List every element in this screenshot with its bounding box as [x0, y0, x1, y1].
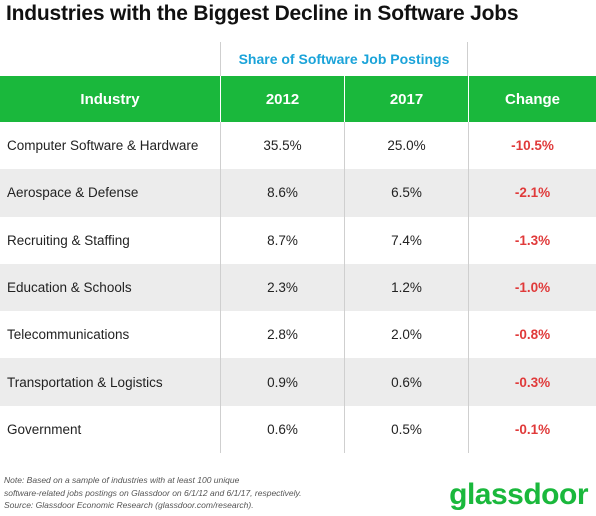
industry-cell: Transportation & Logistics: [7, 374, 163, 390]
page-title: Industries with the Biggest Decline in S…: [6, 2, 519, 25]
change-cell: -0.1%: [468, 405, 596, 454]
industry-cell: Aerospace & Defense: [7, 185, 139, 201]
share-2017-cell: 1.2%: [344, 263, 468, 312]
table-row: Transportation & Logistics 0.9% 0.6% -0.…: [0, 358, 596, 406]
share-2012-cell: 2.8%: [220, 311, 344, 359]
change-cell: -1.0%: [468, 263, 596, 312]
industry-cell: Recruiting & Staffing: [7, 232, 130, 248]
column-header-2017: 2017: [344, 76, 468, 122]
column-header-industry: Industry: [80, 90, 140, 108]
change-value: -1.0%: [514, 280, 551, 296]
share-2017-cell: 25.0%: [344, 122, 468, 170]
table-row: Government 0.6% 0.5% -0.1%: [0, 405, 596, 454]
change-cell: -0.8%: [468, 311, 596, 359]
table-row: Recruiting & Staffing 8.7% 7.4% -1.3%: [0, 216, 596, 264]
change-value: -0.1%: [514, 421, 551, 437]
table-row: Education & Schools 2.3% 1.2% -1.0%: [0, 263, 596, 312]
share-2017-cell: 0.5%: [344, 405, 468, 454]
table-row: Telecommunications 2.8% 2.0% -0.8%: [0, 311, 596, 359]
footnote-line: Note: Based on a sample of industries wi…: [4, 475, 240, 485]
change-value: -0.8%: [514, 327, 551, 343]
share-of-postings-header: Share of Software Job Postings: [220, 42, 468, 76]
footnote-line: software-related jobs postings on Glassd…: [4, 487, 302, 498]
industry-cell: Computer Software & Hardware: [7, 138, 199, 154]
footnote-line: Source: Glassdoor Economic Research (gla…: [4, 500, 254, 510]
share-2012-cell: 2.3%: [220, 263, 344, 312]
column-header-change: Change: [468, 76, 596, 122]
share-2017-cell: 7.4%: [344, 216, 468, 264]
share-2017-cell: 0.6%: [344, 358, 468, 406]
footnote: Note: Based on a sample of industries wi…: [4, 474, 404, 512]
change-value: -1.3%: [514, 232, 551, 248]
table-header-row: Industry 2012 2017 Change: [0, 76, 596, 122]
share-2017-cell: 6.5%: [344, 169, 468, 217]
share-2012-cell: 35.5%: [220, 122, 344, 170]
table-row: Computer Software & Hardware 35.5% 25.0%…: [0, 122, 596, 170]
glassdoor-logo: glassdoor: [449, 478, 588, 511]
change-cell: -2.1%: [468, 169, 596, 217]
change-cell: -0.3%: [468, 358, 596, 406]
share-2012-cell: 8.6%: [220, 169, 344, 217]
share-2012-cell: 8.7%: [220, 216, 344, 264]
share-2012-cell: 0.9%: [220, 358, 344, 406]
industry-cell: Education & Schools: [7, 280, 132, 296]
change-value: -0.3%: [514, 374, 551, 390]
column-header-2012: 2012: [220, 76, 344, 122]
industry-cell: Government: [7, 421, 82, 437]
change-cell: -1.3%: [468, 216, 596, 264]
table-super-header: Share of Software Job Postings: [0, 42, 596, 76]
table-row: Aerospace & Defense 8.6% 6.5% -2.1%: [0, 169, 596, 217]
share-2012-cell: 0.6%: [220, 405, 344, 454]
change-value: -10.5%: [511, 138, 554, 154]
software-jobs-table: Share of Software Job Postings Industry …: [0, 42, 596, 454]
share-2017-cell: 2.0%: [344, 311, 468, 359]
industry-cell: Telecommunications: [7, 327, 130, 343]
change-value: -2.1%: [514, 185, 551, 201]
change-cell: -10.5%: [468, 122, 596, 170]
